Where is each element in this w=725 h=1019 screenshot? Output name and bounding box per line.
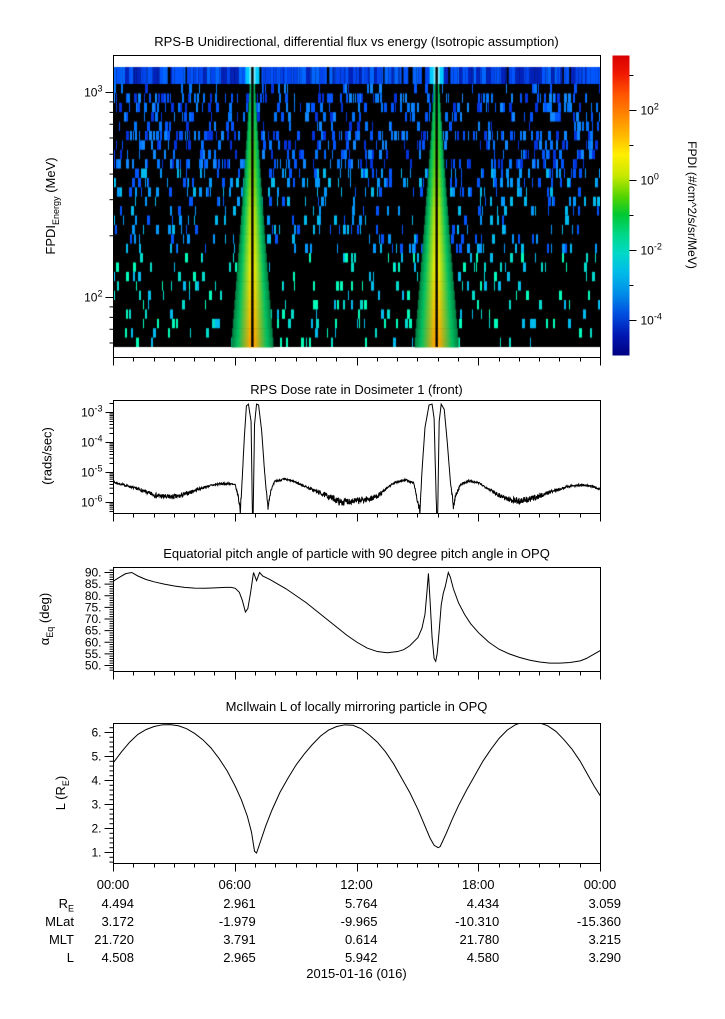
table-value: 3.172 (101, 914, 134, 929)
table-value: 3.215 (588, 932, 621, 947)
table-value: 3.791 (223, 932, 256, 947)
table-row-label-r: RE (58, 896, 74, 914)
svg-text:55.: 55. (85, 647, 102, 661)
table-value: -9.965 (340, 914, 378, 929)
table-row-label-l: L (66, 950, 74, 965)
table-value: 3.059 (588, 896, 621, 911)
table-value: 4.434 (466, 896, 500, 911)
dose-rate-curve (113, 402, 601, 514)
panel3-frame (113, 567, 601, 680)
pitch-angle-curve (113, 570, 601, 664)
table-value: 3.290 (588, 950, 621, 965)
panel3-y-axis: 90.85.80.75.70.65.60.55.50. (85, 566, 114, 673)
table-value: 4.494 (101, 896, 134, 911)
time-tick-label: 06:00 (218, 877, 252, 892)
svg-text:60.: 60. (85, 635, 102, 649)
colorbar-label: FPDI (#/cm^2/s/sr/MeV) (685, 141, 699, 269)
panel1-y-axis: 103 102 (84, 84, 114, 344)
figure-axes: 10310210210010-210-410-310-410-510-690.8… (81, 55, 662, 872)
table-row-label-mlt: MLT (48, 932, 74, 947)
flux-energy-spectrogram (113, 55, 600, 357)
table-value: 4.580 (466, 950, 500, 965)
panel1-ylabel: FPDIEnergy (MeV) (43, 157, 61, 255)
svg-text:103: 103 (84, 84, 102, 100)
time-tick-label: 00:00 (583, 877, 617, 892)
svg-text:2.: 2. (91, 822, 101, 836)
panel4-frame (113, 723, 601, 872)
svg-text:102: 102 (84, 289, 102, 305)
svg-text:6.: 6. (91, 726, 101, 740)
svg-text:75.: 75. (85, 600, 102, 614)
time-tick-label: 00:00 (96, 877, 130, 892)
table-value: -15.360 (576, 914, 621, 929)
svg-text:85.: 85. (85, 577, 102, 591)
table-value: 21.720 (94, 932, 134, 947)
svg-text:70.: 70. (85, 612, 102, 626)
panel2-title: RPS Dose rate in Dosimeter 1 (front) (250, 382, 463, 397)
svg-text:50.: 50. (85, 659, 102, 673)
panel4-y-axis: 6. 5. 4. 3. 2. 1. (91, 726, 114, 863)
date-label: 2015-01-16 (016) (306, 966, 407, 981)
time-tick-label: 18:00 (461, 877, 495, 892)
svg-text:10-4: 10-4 (641, 312, 662, 328)
svg-text:10-4: 10-4 (81, 434, 102, 450)
svg-text:100: 100 (641, 172, 659, 188)
svg-text:10-3: 10-3 (81, 404, 102, 420)
table-value: 4.508 (101, 950, 134, 965)
panel2-frame (113, 400, 601, 522)
table-row-label-mlat: MLat (45, 914, 74, 929)
panel1-title: RPS-B Unidirectional, differential flux … (154, 34, 559, 49)
svg-text:102: 102 (641, 102, 659, 118)
table-value: -10.310 (455, 914, 500, 929)
table-value: 2.965 (223, 950, 256, 965)
panel2-y-axis: 10-3 10-4 10-5 10-6 (81, 402, 114, 513)
time-tick-label: 12:00 (340, 877, 373, 892)
panel3-ylabel: αEq (deg) (37, 592, 55, 646)
svg-text:1.: 1. (91, 846, 101, 860)
table-value: 0.614 (344, 932, 378, 947)
panel4-title: McIlwain L of locally mirroring particle… (225, 699, 488, 714)
colorbar: 102 100 10-2 10-4 (612, 55, 662, 356)
svg-text:65.: 65. (85, 624, 102, 638)
svg-text:80.: 80. (85, 589, 102, 603)
table-value: 5.942 (344, 950, 378, 965)
svg-text:3.: 3. (91, 798, 101, 812)
table-value: 21.780 (459, 932, 500, 947)
svg-text:10-2: 10-2 (641, 242, 662, 258)
svg-text:10-5: 10-5 (81, 464, 102, 480)
svg-text:4.: 4. (91, 774, 101, 788)
panel1-frame (113, 55, 601, 366)
svg-text:90.: 90. (85, 566, 102, 580)
mcilwain-l-curve (113, 723, 601, 854)
panel2-ylabel: (rads/sec) (39, 427, 55, 485)
panel4-ylabel: L (RE) (53, 775, 71, 811)
panel3-title: Equatorial pitch angle of particle with … (163, 546, 550, 561)
table-value: -1.979 (218, 914, 256, 929)
svg-text:10-6: 10-6 (81, 494, 102, 510)
svg-text:5.: 5. (91, 750, 101, 764)
table-value: 5.764 (344, 896, 378, 911)
table-value: 2.961 (223, 896, 256, 911)
